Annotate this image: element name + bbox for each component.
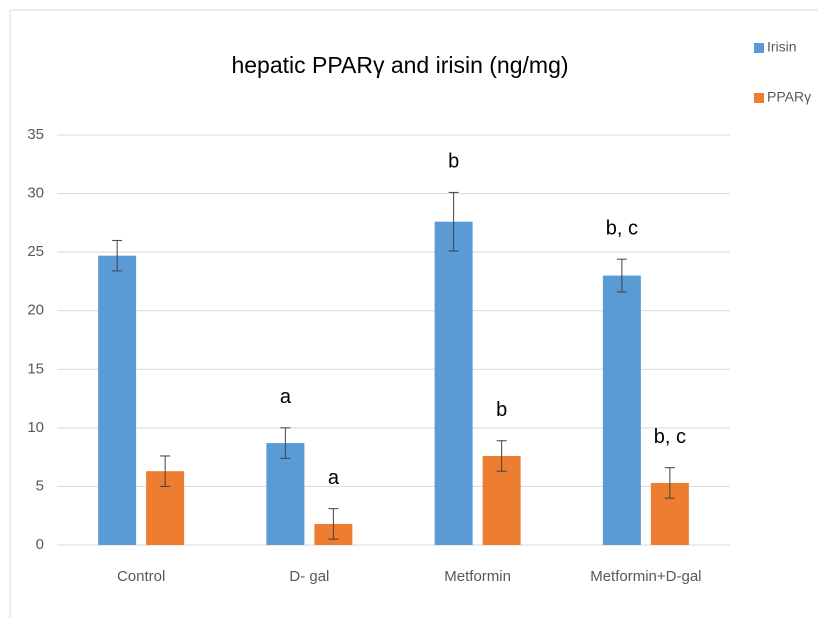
annotation: b <box>448 151 459 173</box>
y-tick-label: 15 <box>27 360 44 377</box>
y-tick-label: 0 <box>36 536 44 553</box>
legend-swatch <box>754 93 764 103</box>
bar <box>98 255 137 545</box>
chart-title: hepatic PPARγ and irisin (ng/mg) <box>231 52 568 78</box>
x-tick-label: Metformin <box>444 568 511 585</box>
annotation: a <box>328 467 340 489</box>
legend-label: Irisin <box>767 39 797 55</box>
x-tick-label: D- gal <box>289 568 329 585</box>
y-tick-label: 30 <box>27 185 44 202</box>
y-tick-label: 25 <box>27 243 44 260</box>
bar <box>602 275 641 545</box>
x-tick-label: Metformin+D-gal <box>590 568 701 585</box>
annotation: b <box>496 399 507 421</box>
y-tick-label: 5 <box>36 477 44 494</box>
annotation: b, c <box>606 217 638 239</box>
annotation: a <box>280 386 292 408</box>
bar <box>434 221 473 545</box>
x-tick-label: Control <box>117 568 165 585</box>
y-tick-label: 35 <box>27 126 44 143</box>
bar <box>266 443 305 545</box>
y-tick-label: 20 <box>27 302 44 319</box>
y-tick-label: 10 <box>27 419 44 436</box>
legend-label: PPARγ <box>767 89 811 105</box>
annotation: b, c <box>654 426 686 448</box>
legend-swatch <box>754 43 764 53</box>
